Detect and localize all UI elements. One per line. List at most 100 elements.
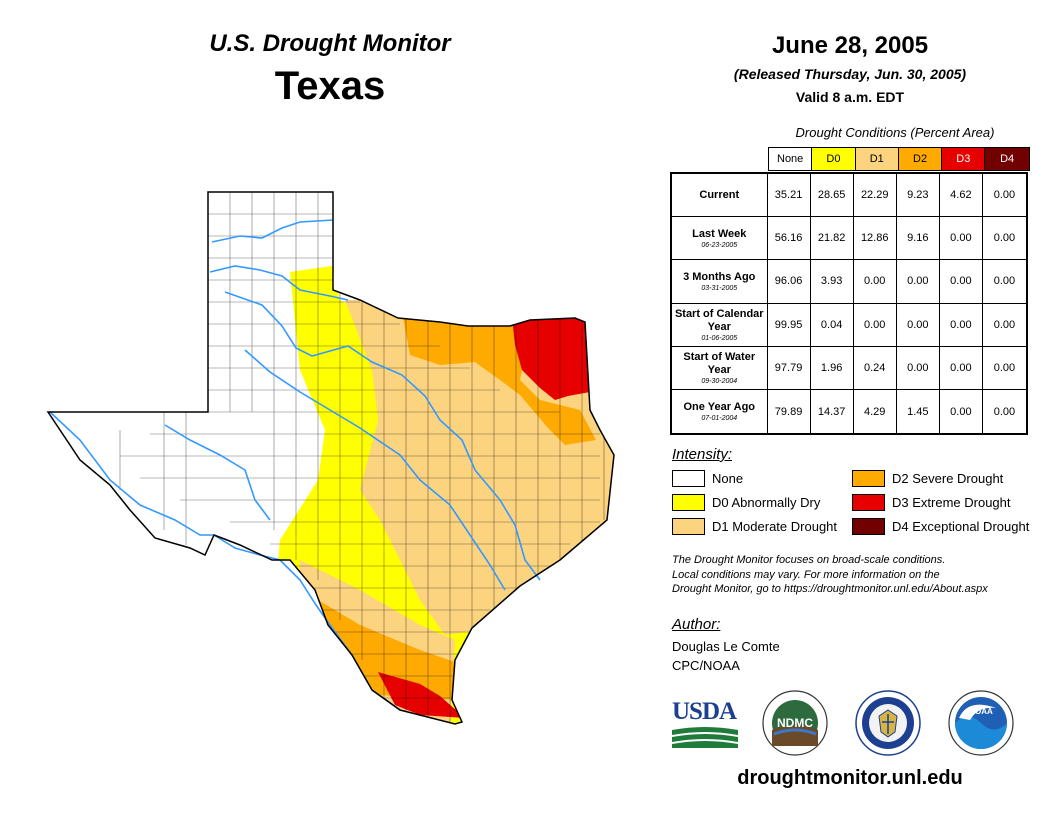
legend-swatch bbox=[672, 494, 705, 511]
table-cell: 4.62 bbox=[940, 174, 983, 217]
noaa-logo: NOAA bbox=[948, 690, 1014, 756]
row-label-title: 3 Months Ago bbox=[683, 270, 756, 283]
table-cell: 0.00 bbox=[897, 260, 940, 303]
table-cell: 1.45 bbox=[897, 389, 940, 434]
table-cell: 0.00 bbox=[940, 346, 983, 389]
map-date: June 28, 2005 bbox=[771, 32, 929, 59]
row-label-title: One Year Ago bbox=[683, 401, 756, 414]
row-label: Last Week 06-23-2005 bbox=[672, 217, 768, 260]
table-cell: 0.00 bbox=[993, 361, 1016, 374]
table-cell: 97.79 bbox=[768, 346, 811, 389]
author-name: Douglas Le Comte bbox=[672, 639, 780, 654]
texas-outline bbox=[46, 191, 615, 725]
canadian-river bbox=[211, 219, 334, 243]
legend-swatch bbox=[852, 518, 885, 535]
table-cell: 0.00 bbox=[940, 303, 983, 346]
table-cell: 1.96 bbox=[811, 346, 854, 389]
state-title: Texas bbox=[274, 64, 386, 108]
monitor-title: U.S. Drought Monitor bbox=[209, 30, 451, 57]
brazos-river bbox=[224, 291, 541, 581]
row-label-date: 07-01-2004 bbox=[701, 415, 738, 423]
note-line: The Drought Monitor focuses on broad-sca… bbox=[672, 554, 946, 566]
legend-swatch bbox=[672, 518, 705, 535]
table-header: None D0 D1 D2 D3 D4 bbox=[768, 147, 1030, 171]
legend-label: D4 Exceptional Drought bbox=[892, 519, 1030, 534]
usda-logo: USDA bbox=[672, 698, 738, 750]
colorado-river bbox=[244, 349, 506, 591]
row-label: Current bbox=[672, 174, 768, 217]
row-label-date: 03-31-2005 bbox=[701, 284, 738, 292]
column-header-none: None bbox=[769, 148, 813, 170]
noaa-logo-text: NOAA bbox=[969, 707, 993, 716]
website-link[interactable]: droughtmonitor.unl.edu bbox=[737, 767, 963, 789]
legend-label: None bbox=[712, 471, 744, 486]
table-cell: 0.04 bbox=[811, 303, 854, 346]
legend-title: Intensity: bbox=[672, 446, 733, 463]
note-line: Drought Monitor, go to https://droughtmo… bbox=[672, 583, 988, 595]
table-cell: 0.00 bbox=[854, 260, 897, 303]
table-cell: 9.23 bbox=[897, 174, 940, 217]
table-cell: 0.24 bbox=[854, 346, 897, 389]
legend-right-column: D2 Severe Drought D3 Extreme Drought D4 … bbox=[852, 470, 1029, 535]
row-label: Start of Water Year 09-30-2004 bbox=[672, 346, 768, 389]
legend-item-d0: D0 Abnormally Dry bbox=[672, 494, 837, 511]
disclaimer-note: The Drought Monitor focuses on broad-sca… bbox=[672, 553, 1052, 597]
table-cell: 28.65 bbox=[811, 174, 854, 217]
valid-time: Valid 8 a.m. EDT bbox=[795, 89, 905, 105]
table-cell: 0.00 bbox=[854, 303, 897, 346]
table-cell: 35.21 bbox=[768, 174, 811, 217]
row-label: 3 Months Ago 03-31-2005 bbox=[672, 260, 768, 303]
pecos-river bbox=[164, 424, 271, 521]
table-cell: 0.00 bbox=[897, 303, 940, 346]
column-header-d4: D4 bbox=[985, 148, 1029, 170]
table-cell: 0.00 bbox=[993, 275, 1016, 288]
table-row: 3 Months Ago 03-31-2005 96.06 3.93 0.00 0.00 0… bbox=[672, 260, 1026, 304]
table-cell: 12.86 bbox=[854, 217, 897, 260]
column-header-d2: D2 bbox=[898, 148, 943, 170]
release-date: (Released Thursday, Jun. 30, 2005) bbox=[733, 66, 967, 82]
table-cell: 0.00 bbox=[993, 232, 1016, 245]
row-label-date: 09-30-2004 bbox=[701, 377, 738, 385]
county-lines bbox=[119, 192, 605, 724]
author-info: Douglas Le Comte CPC/NOAA bbox=[672, 637, 780, 675]
table-cell: 14.37 bbox=[811, 389, 854, 434]
table-row: Current 35.21 28.65 22.29 9.23 4.62 0.00 bbox=[672, 174, 1026, 218]
ndmc-logo-text: NDMC bbox=[777, 716, 813, 730]
legend-item-d1: D1 Moderate Drought bbox=[672, 518, 837, 535]
table-cell: 0.00 bbox=[940, 260, 983, 303]
rivers bbox=[49, 219, 541, 711]
zone-d2-south bbox=[318, 600, 455, 700]
usda-logo-waves bbox=[672, 727, 738, 748]
drought-zones bbox=[48, 192, 614, 724]
table-cell: 21.82 bbox=[811, 217, 854, 260]
table-cell: 0.00 bbox=[993, 318, 1016, 331]
row-label-date: 01-06-2005 bbox=[701, 334, 738, 342]
author-title: Author: bbox=[672, 616, 721, 633]
table-cell: 0.00 bbox=[940, 389, 983, 434]
table-row: Last Week 06-23-2005 56.16 21.82 12.86 9.16 0.… bbox=[672, 217, 1026, 261]
row-label-date: 06-23-2005 bbox=[701, 241, 738, 249]
row-label-title: Last Week bbox=[692, 227, 747, 240]
row-label: Start of Calendar Year 01-06-2005 bbox=[672, 303, 768, 346]
table-cell: 0.00 bbox=[897, 346, 940, 389]
note-line: Local conditions may vary. For more info… bbox=[672, 568, 940, 581]
ndmc-logo: NDMC bbox=[762, 690, 828, 756]
table-cell: 22.29 bbox=[854, 174, 897, 217]
table-cell: 96.06 bbox=[768, 260, 811, 303]
drought-conditions-table: Current 35.21 28.65 22.29 9.23 4.62 0.00 Last W… bbox=[670, 172, 1028, 436]
table-cell: 3.93 bbox=[811, 260, 854, 303]
texas-drought-map bbox=[46, 191, 615, 725]
table-caption: Drought Conditions (Percent Area) bbox=[795, 125, 995, 140]
legend-item-d4: D4 Exceptional Drought bbox=[852, 518, 1029, 535]
table-cell: 0.00 bbox=[993, 189, 1016, 202]
usda-logo-text: USDA bbox=[672, 698, 737, 725]
legend-label: D0 Abnormally Dry bbox=[712, 495, 821, 510]
table-row: Start of Water Year 09-30-2004 97.79 1.96 0.… bbox=[672, 346, 1026, 390]
table-cell: 9.16 bbox=[897, 217, 940, 260]
legend-swatch bbox=[672, 470, 705, 487]
table-cell: 56.16 bbox=[768, 217, 811, 260]
column-header-d3: D3 bbox=[942, 148, 986, 170]
red-river-forks bbox=[209, 265, 349, 301]
column-header-d0: D0 bbox=[812, 148, 856, 170]
table-cell: 79.89 bbox=[768, 389, 811, 434]
